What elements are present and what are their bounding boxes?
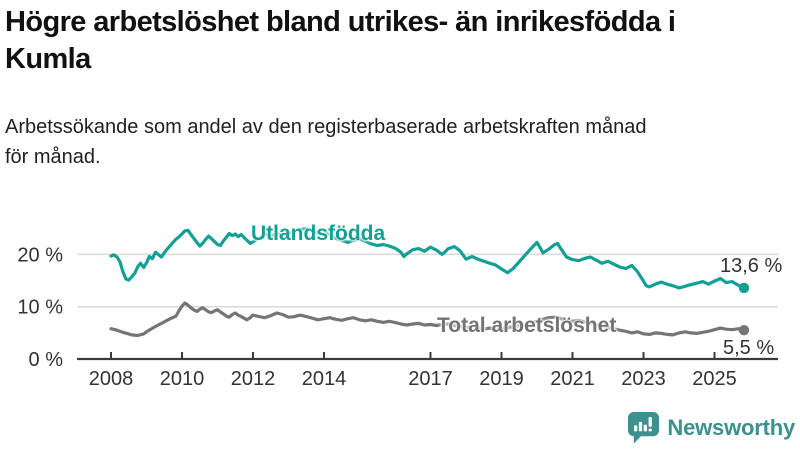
x-axis-label-2010: 2010 (160, 368, 205, 390)
y-axis-label-20: 20 % (17, 244, 63, 266)
page-title-line1: Högre arbetslöshet bland utrikes- än inr… (5, 6, 676, 38)
series-end-dot-1 (738, 325, 750, 336)
series-label-utlandsfodda: Utlandsfödda (251, 222, 386, 245)
chart-subtitle-line1: Arbetssökande som andel av den registerb… (5, 116, 647, 138)
end-value-utlandsfodda: 13,6 % (720, 255, 783, 277)
x-axis-label-2019: 2019 (479, 368, 524, 390)
page-title-line2: Kumla (5, 43, 91, 75)
newsworthy-logo: Newsworthy (627, 411, 795, 445)
chart-subtitle-line2: för månad. (5, 146, 101, 168)
y-axis-label-0: 0 % (29, 349, 64, 371)
end-value-total-arbetsloshet: 5,5 % (723, 337, 775, 359)
x-axis-label-2008: 2008 (89, 368, 134, 390)
x-axis-label-2017: 2017 (408, 368, 453, 390)
x-axis-label-2025: 2025 (692, 368, 737, 390)
series-end-dot-0 (738, 282, 750, 294)
series-label-total-arbetsloshet: Total arbetslöshet (437, 314, 617, 337)
y-axis-label-10: 10 % (17, 297, 63, 319)
newsworthy-wordmark: Newsworthy (667, 415, 795, 440)
newsworthy-speech-bubble-icon (628, 411, 660, 444)
series-line-0 (109, 227, 746, 290)
x-axis-label-2012: 2012 (231, 368, 276, 390)
page-title: Högre arbetslöshet bland utrikes- än inr… (5, 4, 800, 78)
x-axis-label-2021: 2021 (550, 368, 595, 390)
x-axis-label-2023: 2023 (621, 368, 666, 390)
series-line-1 (109, 301, 746, 338)
x-axis-label-2014: 2014 (302, 368, 347, 390)
chart-subtitle: Arbetssökande som andel av den registerb… (5, 112, 800, 172)
